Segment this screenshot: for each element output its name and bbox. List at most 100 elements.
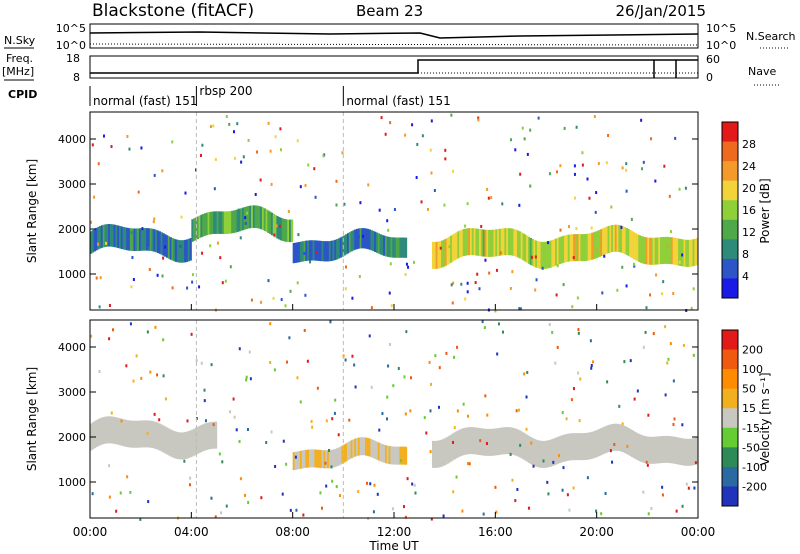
scatter-cell: [120, 419, 123, 423]
heatmap-cell: [118, 226, 122, 249]
colorbar-swatch: [722, 200, 738, 221]
xtick-label: 08:00: [275, 525, 310, 539]
heatmap-cell: [460, 428, 464, 456]
heatmap-cell: [538, 440, 542, 468]
heatmap-cell: [498, 427, 502, 455]
heatmap-cell: [669, 237, 672, 265]
scatter-cell: [603, 254, 606, 258]
heatmap-cell: [654, 436, 657, 464]
scatter-cell: [647, 512, 650, 516]
scatter-cell: [420, 200, 423, 204]
heatmap-cell: [254, 205, 257, 228]
scatter-cell: [303, 251, 306, 255]
heatmap-cell: [645, 237, 648, 265]
heatmap-cell: [580, 433, 583, 461]
scatter-cell: [376, 492, 379, 496]
scatter-cell: [667, 357, 670, 361]
scatter-cell: [476, 272, 479, 276]
scatter-cell: [581, 163, 584, 167]
scatter-cell: [112, 328, 115, 332]
scatter-cell: [129, 322, 132, 326]
scatter-cell: [621, 422, 624, 426]
scatter-cell: [415, 176, 418, 180]
heatmap-cell: [256, 205, 259, 229]
heatmap-cell: [162, 425, 165, 453]
heatmap-cell: [536, 440, 540, 468]
heatmap-cell: [100, 417, 104, 445]
nave-label: Nave: [748, 65, 776, 78]
scatter-cell: [452, 281, 455, 285]
scatter-cell: [618, 404, 621, 408]
scatter-cell: [391, 507, 394, 511]
heatmap-cell: [641, 435, 645, 463]
heatmap-cell: [591, 232, 594, 260]
scatter-cell: [362, 234, 365, 238]
heatmap-cell: [486, 229, 489, 257]
heatmap-cell: [546, 241, 549, 269]
colorbar-tick: 50: [742, 383, 756, 396]
heatmap-cell: [542, 440, 545, 468]
scatter-cell: [372, 510, 375, 514]
scatter-cell: [239, 236, 242, 240]
heatmap-cell: [379, 443, 382, 462]
heatmap-cell: [109, 224, 113, 247]
scatter-cell: [201, 251, 204, 255]
heatmap-cell: [348, 232, 352, 253]
scatter-cell: [341, 151, 344, 155]
heatmap-cell: [372, 440, 375, 459]
heatmap-cell: [133, 228, 136, 251]
heatmap-cell: [91, 230, 95, 253]
scatter-cell: [514, 499, 517, 503]
colorbar-swatch: [722, 180, 738, 201]
scatter-cell: [453, 426, 456, 430]
heatmap-cell: [128, 420, 131, 448]
scatter-cell: [468, 462, 471, 466]
heatmap-cell: [683, 239, 686, 267]
heatmap-cell: [147, 228, 151, 251]
heatmap-cell: [164, 426, 167, 454]
scatter-cell: [496, 352, 499, 356]
time-xticks: 00:00 04:00 08:00 12:00 16:00 20:00 00:00: [73, 304, 715, 539]
scatter-cell: [690, 306, 693, 310]
scatter-cell: [573, 196, 576, 200]
colorbar-swatch: [722, 258, 738, 279]
scatter-cell: [613, 442, 616, 446]
heatmap-cell: [558, 237, 561, 265]
heatmap-cell: [638, 235, 641, 263]
heatmap-cell: [683, 438, 686, 466]
scatter-cell: [586, 177, 589, 181]
scatter-cell: [575, 227, 578, 231]
heatmap-cell: [131, 420, 134, 448]
heatmap-cell: [654, 237, 657, 265]
heatmap-cell: [357, 228, 361, 249]
scatter-cell: [410, 376, 413, 380]
heatmap-cell: [551, 239, 554, 267]
heatmap-cell: [544, 440, 547, 468]
heatmap-cell: [441, 439, 444, 467]
scatter-cell: [229, 265, 232, 269]
heatmap-cell: [457, 231, 460, 259]
heatmap-cell: [696, 436, 699, 464]
heatmap-cell: [196, 426, 200, 454]
heatmap-cell: [518, 231, 522, 259]
heatmap-cell: [240, 208, 243, 231]
scatter-cell: [633, 264, 636, 268]
heatmap-cell: [211, 211, 214, 235]
scatter-cell: [464, 224, 467, 228]
scatter-cell: [526, 370, 529, 374]
heatmap-cell: [151, 421, 154, 449]
scatter-cell: [221, 460, 224, 464]
scatter-cell: [423, 416, 426, 420]
scatter-cell: [668, 194, 671, 198]
scatter-cell: [333, 411, 336, 415]
scatter-cell: [278, 224, 281, 228]
heatmap-cell: [531, 238, 534, 266]
heatmap-cell: [638, 434, 641, 462]
heatmap-cell: [194, 217, 198, 240]
scatter-cell: [519, 172, 522, 176]
scatter-cell: [183, 459, 186, 463]
heatmap-cell: [283, 219, 286, 242]
scatter-cell: [97, 242, 100, 246]
heatmap-cell: [632, 431, 636, 459]
scatter-cell: [404, 272, 407, 276]
